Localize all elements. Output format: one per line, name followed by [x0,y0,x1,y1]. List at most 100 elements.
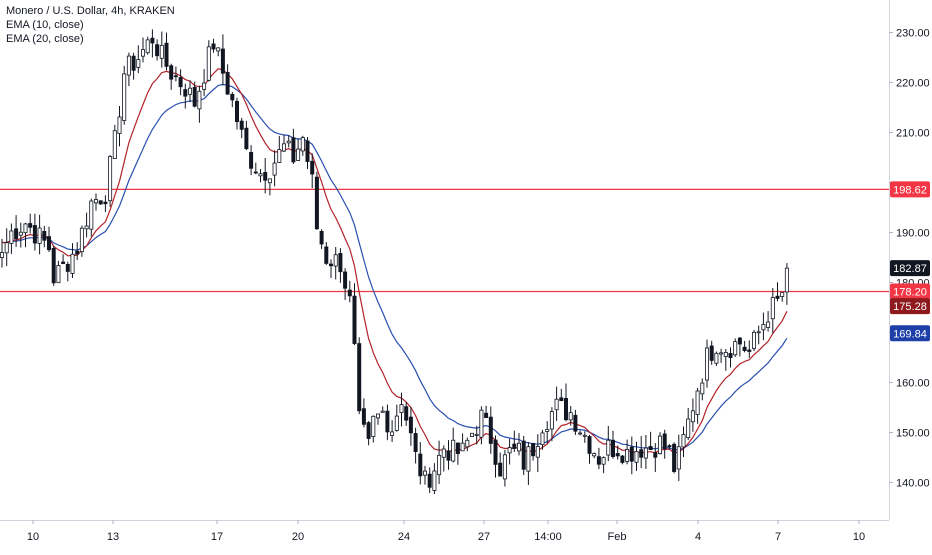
candle-body[interactable] [742,346,747,351]
candle-body[interactable] [338,253,343,273]
candle-body[interactable] [150,37,155,44]
candle-body[interactable] [498,462,503,477]
candle-body[interactable] [9,230,14,244]
candle-body[interactable] [28,223,33,228]
candle-body[interactable] [460,442,465,452]
candle-body[interactable] [65,263,70,272]
candle-body[interactable] [79,227,84,253]
candle-body[interactable] [51,248,56,284]
candle-body[interactable] [733,341,738,356]
candle-body[interactable] [545,429,550,432]
candle-body[interactable] [225,71,230,95]
candle-body[interactable] [192,86,197,107]
candle-body[interactable] [183,89,188,97]
candle-body[interactable] [399,404,404,413]
candle-body[interactable] [291,137,296,163]
candle-body[interactable] [328,263,333,267]
candle-body[interactable] [300,137,305,152]
candle-body[interactable] [4,242,9,254]
candle-body[interactable] [517,442,522,452]
candle-body[interactable] [103,201,108,205]
candle-body[interactable] [521,440,526,470]
candle-body[interactable] [512,443,517,449]
candle-body[interactable] [629,446,634,462]
candle-body[interactable] [234,100,239,123]
candle-body[interactable] [112,130,117,159]
candle-body[interactable] [554,398,559,411]
candle-body[interactable] [131,55,136,71]
candle-body[interactable] [126,55,131,76]
candle-body[interactable] [32,225,37,244]
candle-body[interactable] [94,199,99,204]
candle-body[interactable] [324,246,329,264]
candle-body[interactable] [263,172,268,181]
candle-body[interactable] [220,48,225,74]
candle-body[interactable] [780,292,785,297]
candle-body[interactable] [451,439,456,462]
candle-body[interactable] [465,439,470,448]
candle-body[interactable] [202,82,207,90]
candle-body[interactable] [531,442,536,457]
candle-body[interactable] [267,178,272,184]
candle-body[interactable] [474,433,479,436]
candle-body[interactable] [573,414,578,432]
candle-body[interactable] [347,289,352,297]
candle-body[interactable] [493,439,498,465]
candle-body[interactable] [766,321,771,328]
candle-body[interactable] [357,343,362,412]
candle-body[interactable] [333,254,338,267]
candle-body[interactable] [122,73,127,121]
candle-body[interactable] [310,160,315,175]
candle-body[interactable] [272,162,277,176]
candle-body[interactable] [564,398,569,421]
candle-body[interactable] [611,439,616,457]
candle-body[interactable] [488,416,493,444]
candle-body[interactable] [390,431,395,436]
candle-body[interactable] [42,230,47,241]
candle-body[interactable] [206,46,211,81]
candle-body[interactable] [737,337,742,345]
candle-body[interactable] [747,349,752,352]
candle-body[interactable] [653,452,658,458]
candle-body[interactable] [775,295,780,299]
candle-body[interactable] [723,351,728,357]
candle-body[interactable] [582,434,587,437]
candle-body[interactable] [56,265,61,284]
candle-body[interactable] [37,227,42,244]
candle-body[interactable] [413,433,418,452]
candle-body[interactable] [719,352,724,355]
candle-body[interactable] [770,297,775,320]
candle-body[interactable] [455,442,460,454]
candle-body[interactable] [371,415,376,437]
candle-body[interactable] [559,397,564,401]
candle-body[interactable] [380,410,385,413]
candle-body[interactable] [408,416,413,434]
candle-body[interactable] [578,432,583,435]
candle-body[interactable] [70,253,75,274]
candle-body[interactable] [625,448,630,462]
candle-body[interactable] [728,353,733,358]
candle-body[interactable] [596,456,601,465]
candle-body[interactable] [47,236,52,251]
candle-body[interactable] [752,331,757,349]
candle-body[interactable] [784,267,789,293]
candle-body[interactable] [14,228,19,240]
candle-body[interactable] [281,143,286,152]
candle-body[interactable] [526,446,531,472]
candle-body[interactable] [592,453,597,457]
candle-body[interactable] [639,449,644,458]
candle-body[interactable] [89,200,94,230]
candle-body[interactable] [643,447,648,459]
candle-body[interactable] [437,454,442,476]
candle-body[interactable] [418,453,423,477]
candle-body[interactable] [230,93,235,101]
candle-body[interactable] [705,347,710,381]
candle-body[interactable] [658,435,663,455]
candle-body[interactable] [244,127,249,150]
candle-body[interactable] [441,448,446,458]
candle-body[interactable] [277,149,282,163]
candle-body[interactable] [620,455,625,463]
candle-body[interactable] [756,331,761,334]
candle-body[interactable] [23,223,28,234]
